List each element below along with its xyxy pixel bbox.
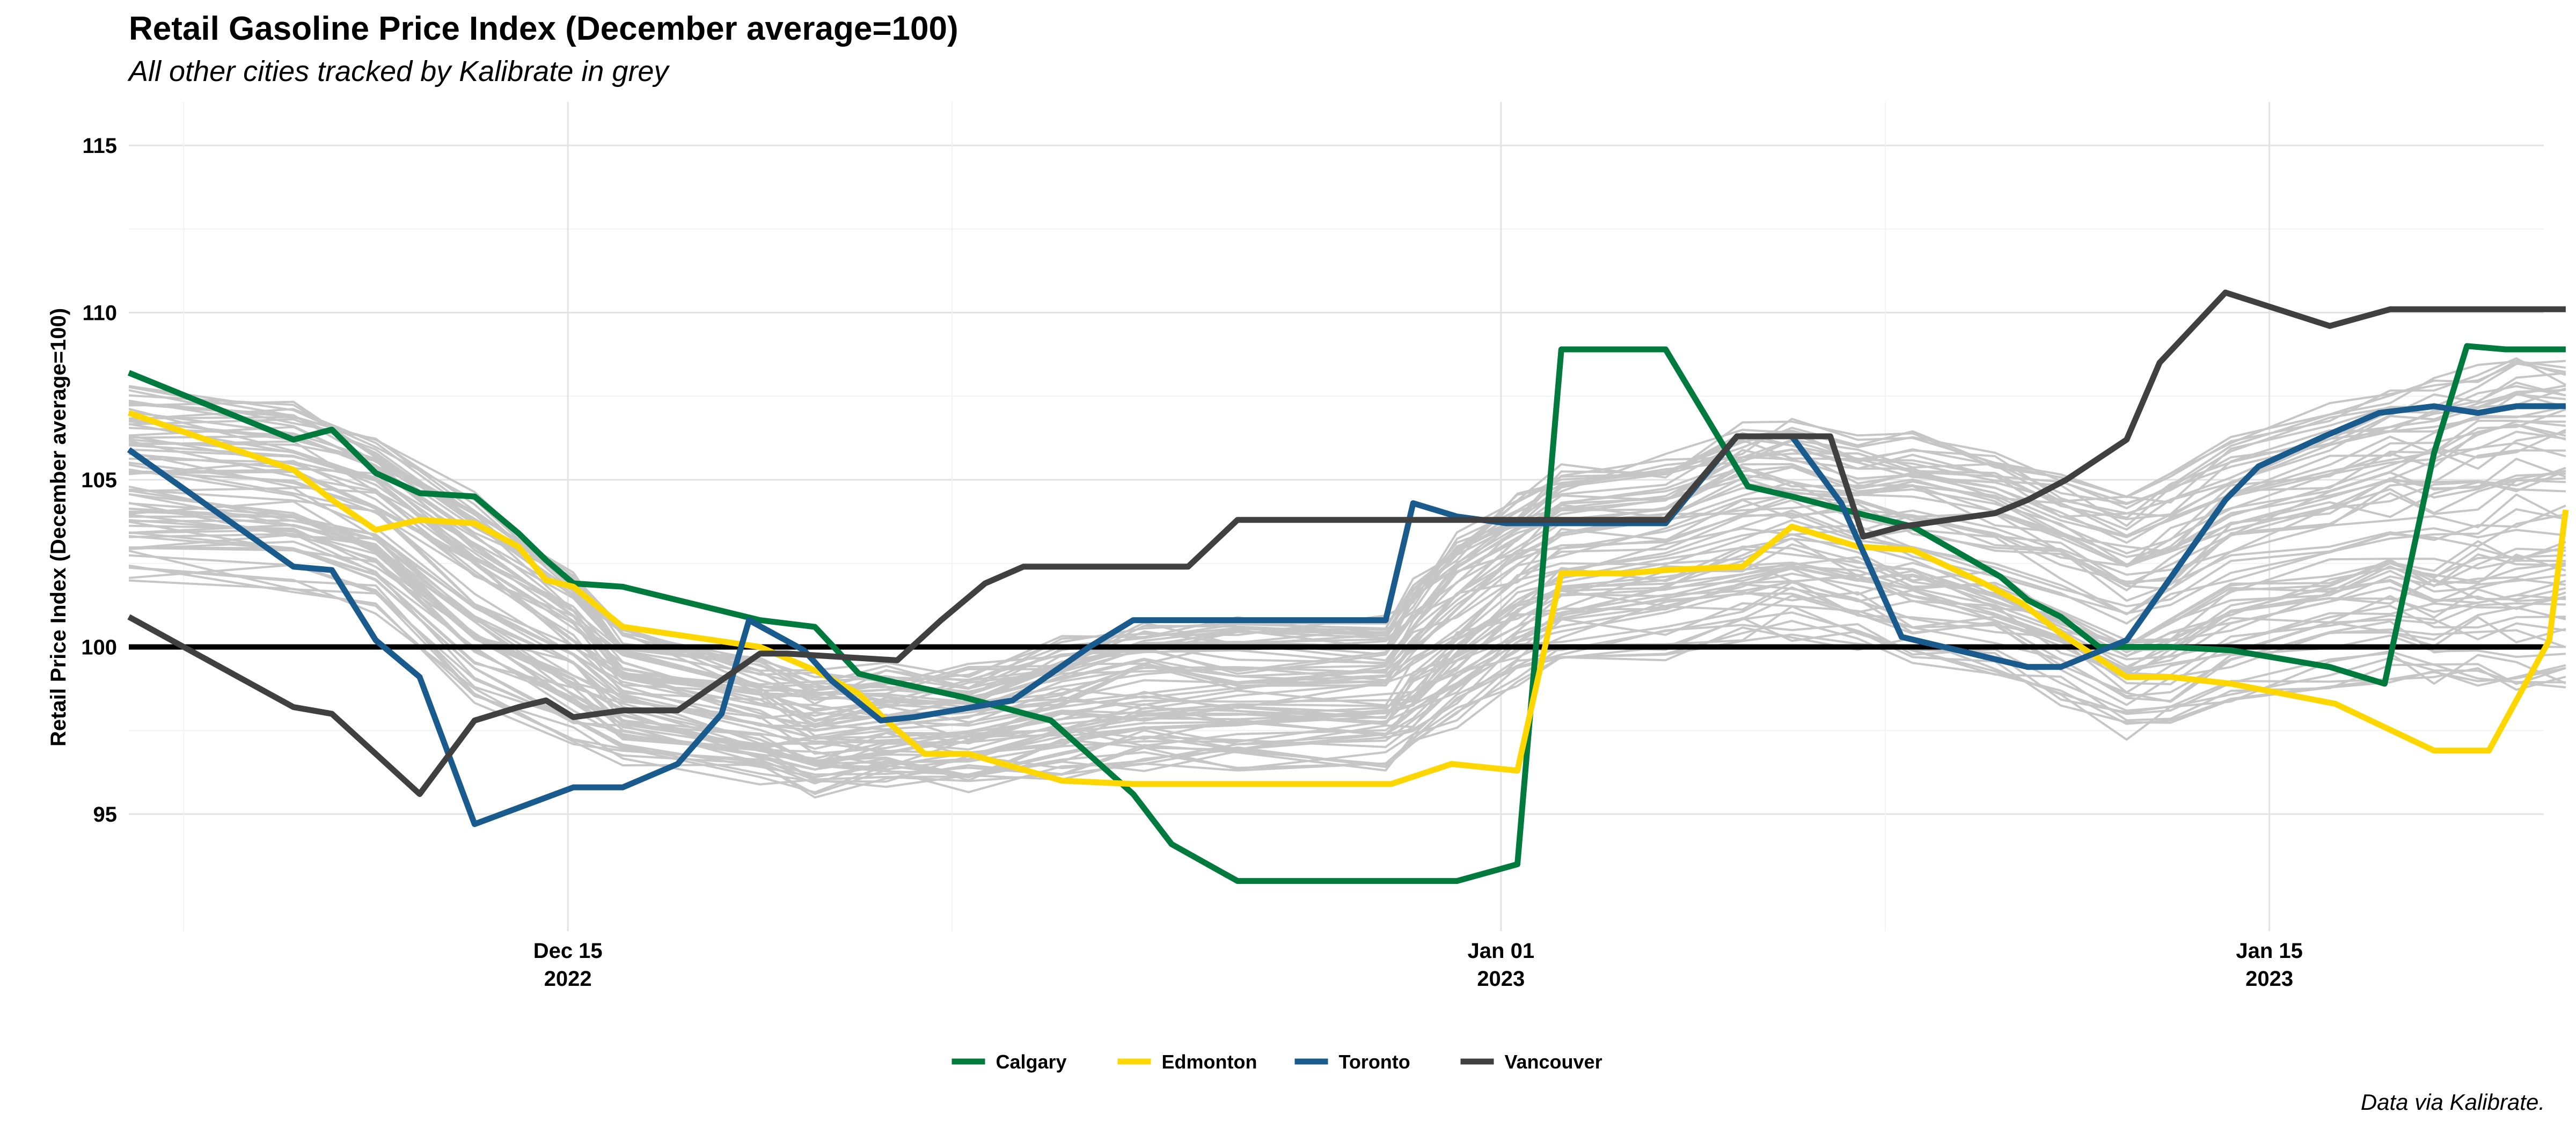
- series-line-vancouver: [127, 289, 2566, 797]
- y-tick-label: 100: [81, 635, 117, 659]
- y-tick-label: 115: [82, 134, 117, 158]
- series-line-toronto: [127, 403, 2566, 828]
- other-city-line: [128, 460, 2566, 726]
- x-tick-sublabel: 2023: [1477, 967, 1525, 991]
- other-city-line: [128, 360, 2566, 697]
- x-tick-sublabel: 2023: [2245, 967, 2293, 991]
- highlighted-series: [127, 289, 2569, 884]
- chart-title: Retail Gasoline Price Index (December av…: [129, 10, 958, 47]
- legend-item-vancouver: Vancouver: [1460, 1051, 1602, 1073]
- other-city-line: [128, 440, 2566, 719]
- other-city-line: [128, 431, 2566, 723]
- y-axis-title: Retail Price Index (December average=100…: [47, 308, 70, 747]
- x-tick-label: Dec 15: [533, 939, 603, 963]
- other-city-line: [128, 451, 2566, 737]
- legend-item-calgary: Calgary: [952, 1051, 1067, 1073]
- y-tick-label: 95: [93, 803, 118, 826]
- chart-subtitle: All other cities tracked by Kalibrate in…: [129, 55, 669, 87]
- legend-label: Edmonton: [1162, 1051, 1257, 1073]
- legend-label: Toronto: [1339, 1051, 1410, 1073]
- other-cities-lines: [128, 357, 2566, 799]
- legend: Calgary Edmonton Toronto Vancouver: [952, 1051, 1602, 1073]
- y-tick-label: 110: [82, 301, 117, 325]
- x-tick-label: Jan 01: [1468, 939, 1535, 963]
- other-city-line: [128, 385, 2566, 694]
- other-city-line: [128, 393, 2566, 696]
- x-tick-label: Jan 15: [2236, 939, 2303, 963]
- legend-label: Calgary: [996, 1051, 1067, 1073]
- data-source-caption: Data via Kalibrate.: [2360, 1089, 2545, 1115]
- legend-item-toronto: Toronto: [1294, 1051, 1410, 1073]
- other-city-line: [128, 408, 2566, 696]
- y-tick-label: 105: [81, 469, 117, 492]
- x-tick-sublabel: 2022: [544, 967, 592, 991]
- series-line-calgary: [127, 343, 2566, 884]
- other-city-line: [128, 406, 2566, 696]
- legend-item-edmonton: Edmonton: [1117, 1051, 1257, 1073]
- series-line-edmonton: [128, 410, 2569, 787]
- legend-label: Vancouver: [1505, 1051, 1602, 1073]
